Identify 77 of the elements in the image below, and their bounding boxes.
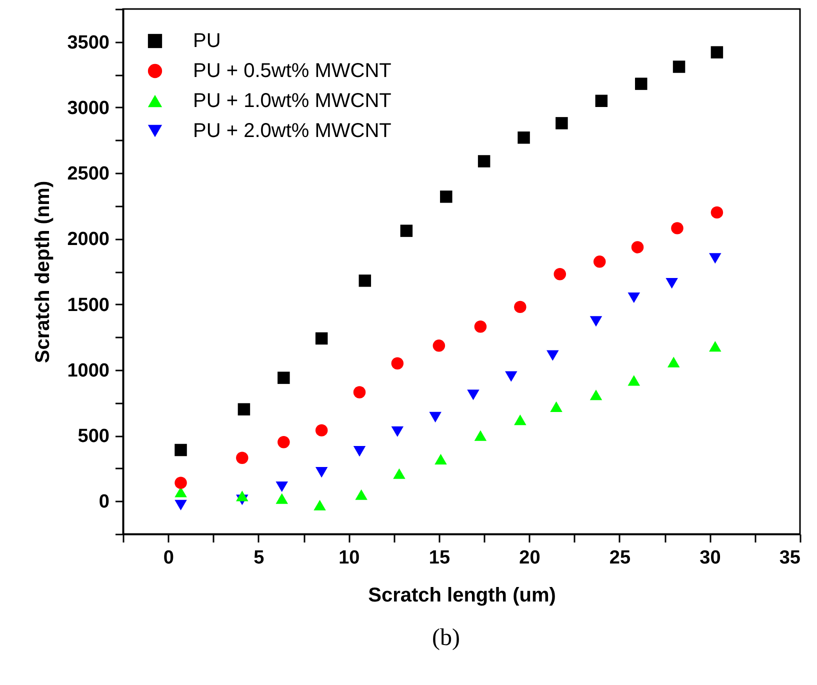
point bbox=[710, 206, 724, 219]
x-tick-label: 30 bbox=[700, 548, 721, 568]
point bbox=[358, 274, 372, 287]
point bbox=[550, 401, 562, 412]
point bbox=[505, 371, 518, 382]
point bbox=[391, 426, 404, 437]
y-tick-label: 1000 bbox=[67, 360, 110, 382]
point bbox=[628, 375, 640, 386]
point bbox=[710, 46, 724, 58]
y-tick-label: 3500 bbox=[67, 32, 110, 54]
point bbox=[518, 132, 530, 144]
text: (b) bbox=[432, 625, 460, 652]
point bbox=[393, 468, 406, 479]
legend-label: PU + 0.5wt% MWCNT bbox=[193, 60, 392, 82]
legend-label: PU bbox=[193, 30, 221, 52]
y-axis-title: Scratch depth (nm) bbox=[32, 180, 54, 364]
x-axis-title: Scratch length (um) bbox=[368, 584, 556, 606]
point bbox=[514, 300, 526, 314]
x-tick-label: 10 bbox=[338, 548, 360, 568]
point bbox=[590, 316, 602, 327]
legend-label: PU + 2.0wt% MWCNT bbox=[193, 120, 392, 142]
point bbox=[174, 476, 187, 489]
point bbox=[554, 268, 566, 280]
point bbox=[236, 490, 248, 502]
point bbox=[440, 190, 452, 203]
point bbox=[432, 340, 446, 352]
y-tick-label: 2500 bbox=[67, 164, 110, 185]
point bbox=[315, 467, 328, 478]
point bbox=[595, 94, 608, 107]
point bbox=[709, 341, 722, 352]
point bbox=[174, 500, 187, 510]
point bbox=[315, 424, 328, 436]
point bbox=[478, 155, 490, 168]
point bbox=[278, 436, 290, 448]
point bbox=[278, 372, 290, 384]
y-tick-label: 0 bbox=[98, 492, 110, 513]
point bbox=[474, 320, 487, 333]
x-tick-label: 35 bbox=[779, 548, 801, 568]
point bbox=[314, 500, 326, 510]
point bbox=[474, 430, 487, 441]
point bbox=[628, 292, 640, 304]
point bbox=[434, 454, 447, 464]
point bbox=[593, 256, 606, 268]
point bbox=[391, 357, 404, 370]
point bbox=[276, 493, 288, 504]
point bbox=[635, 78, 648, 90]
point bbox=[276, 481, 288, 492]
point bbox=[400, 224, 413, 237]
point bbox=[556, 117, 568, 130]
point bbox=[514, 414, 526, 426]
point bbox=[174, 444, 187, 456]
x-tick-label: 0 bbox=[163, 548, 174, 568]
point bbox=[546, 350, 559, 361]
point bbox=[236, 452, 248, 464]
point bbox=[631, 241, 644, 254]
x-tick-label: 25 bbox=[609, 548, 631, 568]
point bbox=[668, 356, 680, 368]
point bbox=[666, 278, 678, 289]
x-tick-label: 15 bbox=[428, 548, 450, 568]
point bbox=[672, 60, 686, 73]
point bbox=[355, 489, 368, 500]
point bbox=[429, 412, 442, 422]
point bbox=[353, 386, 366, 398]
y-tick-label: 500 bbox=[78, 426, 110, 448]
point bbox=[709, 253, 722, 264]
x-tick-label: 20 bbox=[519, 548, 540, 568]
point bbox=[238, 403, 250, 416]
point bbox=[315, 332, 328, 345]
point bbox=[467, 390, 480, 400]
point bbox=[353, 446, 366, 457]
y-tick-label: 2000 bbox=[67, 229, 110, 250]
point bbox=[671, 222, 684, 234]
y-tick-label: 3000 bbox=[67, 98, 110, 119]
point bbox=[590, 390, 602, 400]
legend-label: PU + 1.0wt% MWCNT bbox=[193, 90, 392, 112]
x-tick-label: 5 bbox=[254, 548, 265, 568]
y-tick-label: 1500 bbox=[67, 294, 110, 316]
